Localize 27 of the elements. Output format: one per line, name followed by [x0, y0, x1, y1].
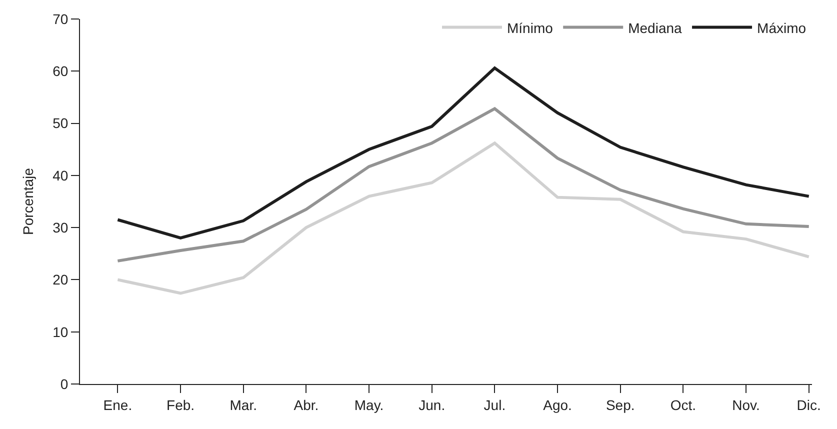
y-tick-label: 0	[60, 376, 68, 392]
y-tick-label: 40	[52, 167, 68, 184]
y-tick-label: 20	[52, 272, 68, 288]
x-tick-label: Jul.	[484, 396, 506, 413]
x-tick-label: Ene.	[103, 396, 132, 413]
y-tick-label: 50	[52, 115, 68, 132]
x-tick-label: Oct.	[670, 396, 696, 413]
y-axis-title: Porcentaje	[20, 168, 36, 235]
legend-label: Máximo	[757, 20, 806, 36]
line-series	[116, 142, 810, 295]
y-tick-label: 60	[52, 63, 68, 80]
x-tick-label: Mar.	[230, 396, 257, 413]
x-tick-label: Ago.	[543, 396, 572, 413]
y-tick-label: 10	[52, 324, 68, 340]
x-tick-label: May.	[354, 396, 384, 413]
x-tick-label: Dic.	[796, 396, 821, 413]
y-tick-label: 30	[52, 219, 68, 236]
x-tick-label: Jun.	[418, 396, 446, 413]
x-tick-label: Sep.	[606, 396, 635, 413]
x-tick-label: Nov.	[732, 396, 760, 413]
line-series	[116, 66, 810, 240]
y-tick-label: 70	[52, 10, 68, 27]
legend-label: Mínimo	[507, 20, 554, 36]
x-tick-label: Feb.	[166, 396, 195, 413]
line-series	[116, 107, 810, 262]
x-tick-label: Abr.	[294, 396, 319, 413]
legend-label: Mediana	[628, 20, 682, 36]
